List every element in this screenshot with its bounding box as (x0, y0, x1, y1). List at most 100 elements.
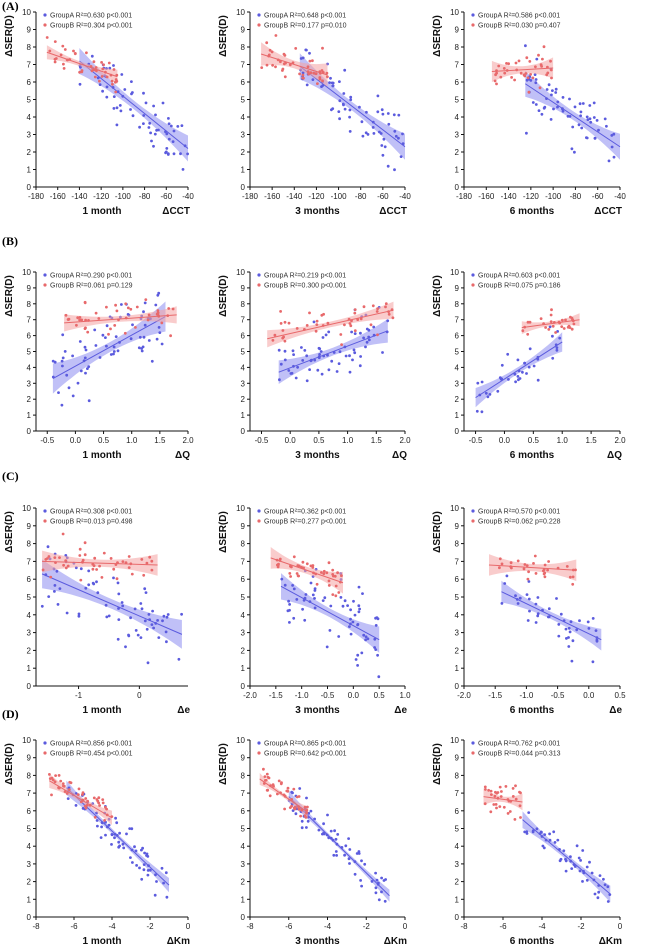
groupA-point (87, 583, 91, 587)
groupA-point (555, 348, 559, 352)
y-tick-label: 7 (27, 557, 32, 566)
x-tick-label: -0.5 (255, 436, 269, 445)
y-tick-label: 9 (455, 284, 460, 293)
groupA-point (343, 853, 346, 857)
y-tick-label: 6 (455, 575, 460, 584)
groupB-point (94, 311, 98, 315)
groupA-point (154, 873, 157, 877)
groupA-point (66, 797, 70, 800)
groupB-point (528, 60, 532, 63)
groupA-point (290, 371, 294, 375)
groupA-point (541, 844, 545, 848)
x-tick-label: -1.5 (269, 691, 283, 700)
x-tick-label: 0.0 (285, 436, 297, 445)
chart-panel: 0 1 2 3 4 5 6 7 8 9 10 -180 -160 -140 -120 -100 -80 -60 -4… (432, 8, 626, 217)
groupA-point (300, 826, 304, 830)
groupA-point (90, 54, 94, 58)
groupA-point (157, 636, 161, 639)
x-tick-label: 0 (137, 691, 142, 700)
groupA-point (84, 371, 87, 375)
groupB-point (85, 803, 89, 807)
groupA-point (283, 358, 287, 362)
groupB-point (376, 307, 379, 311)
groupA-point (342, 92, 346, 95)
groupB-point (549, 59, 552, 63)
y-tick-label: 1 (455, 166, 460, 175)
legend-marker (43, 509, 47, 513)
groupA-point (283, 349, 287, 353)
groupB-point (169, 334, 173, 338)
groupB-point (369, 323, 373, 327)
groupB-point (68, 780, 72, 784)
groupA-point (112, 352, 115, 356)
groupA-point (500, 377, 504, 381)
groupA-point (93, 328, 97, 332)
groupA-point (606, 900, 610, 903)
groupB-point (80, 318, 84, 322)
groupA-point (356, 623, 360, 626)
groupB-point (523, 563, 527, 566)
groupA-point (580, 126, 584, 130)
groupB-point (50, 793, 53, 797)
groupB-point (376, 333, 379, 337)
groupA-point (110, 843, 113, 846)
groupB-point (322, 572, 326, 576)
groupB-point (298, 72, 301, 76)
groupA-point (348, 848, 352, 851)
groupA-point (101, 89, 104, 93)
groupA-point (543, 833, 547, 836)
groupA-point (338, 99, 342, 103)
legend-entry: GroupB R²=0.030 p=0.407 (478, 23, 561, 30)
groupA-point (169, 124, 173, 128)
groupA-point (112, 107, 116, 110)
y-tick-label: 0 (455, 183, 460, 192)
groupA-point (313, 606, 317, 610)
legend-entry: GroupB R²=0.013 p=0.498 (50, 519, 133, 526)
x-axis-label: Δe (177, 705, 190, 716)
groupB-point (359, 317, 363, 321)
groupB-point (320, 313, 324, 317)
groupA-point (112, 576, 115, 580)
groupB-point (514, 61, 518, 65)
groupA-point (115, 821, 119, 825)
legend-marker (471, 283, 475, 287)
x-tick-label: 1.5 (371, 436, 383, 445)
chart-panel: 0 1 2 3 4 5 6 7 8 9 10 -0.5 0.0 0.5 1.0 1.5 2.0 ΔSER(D) 1 … (4, 268, 194, 461)
groupA-point (91, 581, 95, 585)
groupB-point (134, 326, 137, 329)
groupB-point (312, 71, 316, 75)
groupB-point (542, 569, 545, 573)
groupB-point (271, 338, 275, 342)
groupB-point (508, 810, 512, 813)
groupB-point (327, 579, 331, 583)
groupA-point (329, 604, 333, 608)
groupA-point (327, 368, 331, 372)
groupB-point (281, 69, 284, 72)
groupA-point (333, 829, 336, 833)
y-tick-label: 2 (455, 148, 460, 157)
y-tick-label: 7 (455, 557, 460, 566)
groupB-point (115, 309, 119, 313)
groupA-point (543, 105, 547, 109)
groupB-point (283, 807, 286, 811)
groupA-point (155, 337, 159, 341)
groupB-point (45, 36, 49, 39)
groupB-point (90, 69, 94, 73)
groupB-point (110, 79, 114, 83)
legend-entry: GroupA R²=0.856 p<0.001 (50, 741, 132, 748)
y-tick-label: 3 (27, 131, 32, 140)
y-axis-label: ΔSER(D) (218, 743, 229, 785)
groupA-point (555, 597, 558, 600)
groupA-point (117, 607, 120, 610)
groupA-point (291, 349, 295, 353)
groupB-point (100, 75, 104, 78)
groupB-point (81, 793, 84, 796)
groupA-point (286, 609, 290, 613)
groupA-point (596, 896, 600, 900)
groupA-point (573, 865, 577, 868)
y-tick-label: 0 (241, 913, 246, 922)
groupA-point (122, 846, 126, 850)
groupB-point (295, 327, 299, 330)
groupA-point (557, 634, 561, 638)
groupA-point (112, 64, 115, 67)
